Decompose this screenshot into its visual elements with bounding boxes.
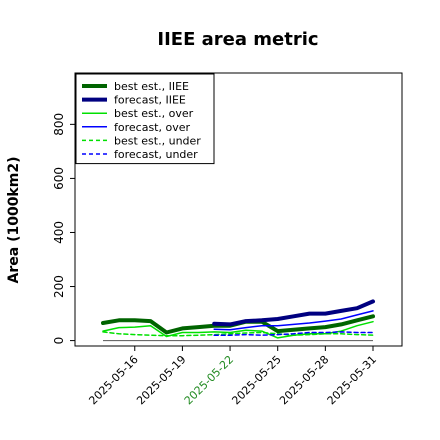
series-line-4	[102, 331, 374, 337]
legend-label: forecast, under	[114, 148, 198, 161]
x-tick-label: 2025-05-28	[277, 353, 331, 407]
chart-title: IIEE area metric	[157, 29, 318, 50]
axes-frame	[74, 72, 403, 347]
y-tick-label: 400	[52, 221, 66, 244]
legend-label: best est., over	[114, 107, 194, 120]
legend-label: forecast, IIEE	[114, 94, 186, 107]
series-line-1	[212, 299, 375, 327]
legend-label: best est., IIEE	[114, 80, 189, 93]
y-tick-label: 0	[52, 337, 66, 345]
x-tick-label: 2025-05-22	[182, 353, 236, 407]
x-tick-label: 2025-05-16	[86, 353, 140, 407]
x-tick-label: 2025-05-25	[229, 353, 283, 407]
legend-label: forecast, over	[114, 121, 190, 134]
y-tick-label: 800	[52, 113, 66, 136]
y-tick-label: 600	[52, 167, 66, 190]
x-tick-label: 2025-05-31	[325, 353, 379, 407]
series-line-3	[213, 310, 374, 331]
legend-label: best est., under	[114, 134, 201, 147]
legend-box	[75, 73, 215, 165]
y-axis-label: Area (1000km2)	[6, 157, 22, 284]
x-tick-label: 2025-05-19	[134, 353, 188, 407]
series-line-5	[213, 331, 374, 336]
y-tick-label: 200	[52, 275, 66, 298]
